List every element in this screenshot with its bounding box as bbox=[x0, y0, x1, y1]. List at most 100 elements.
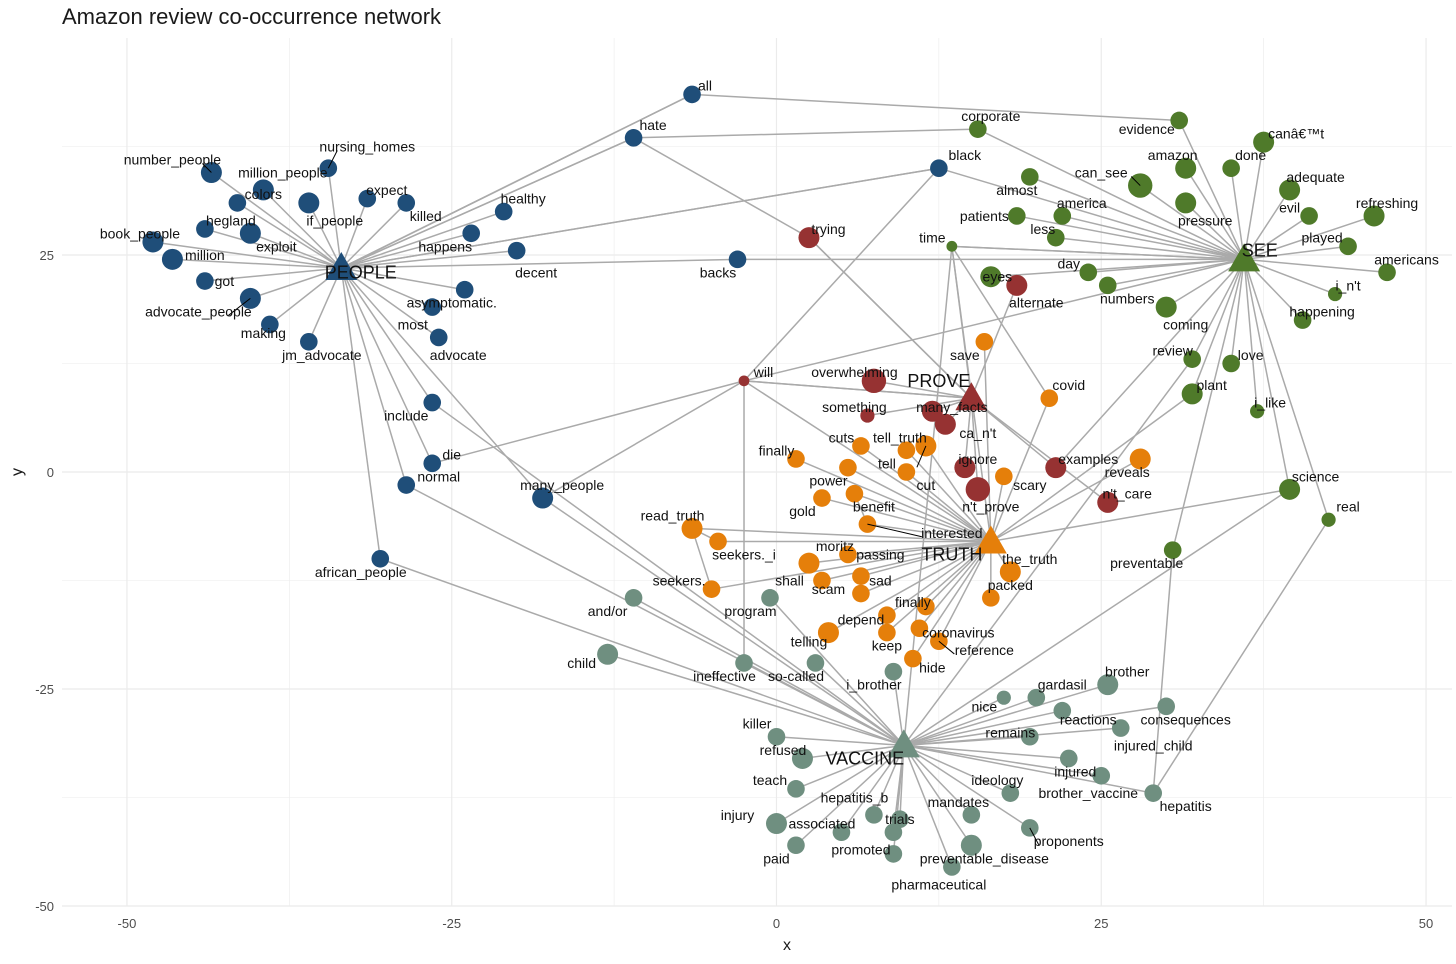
edge bbox=[776, 744, 905, 825]
node-label: killer bbox=[743, 716, 772, 732]
node-point bbox=[982, 589, 1000, 607]
node-point bbox=[196, 272, 214, 290]
node-point bbox=[1327, 286, 1343, 302]
node-point bbox=[1001, 784, 1020, 802]
edge bbox=[1185, 202, 1245, 260]
edge bbox=[808, 540, 991, 564]
edge bbox=[918, 540, 992, 629]
node-label: hegland bbox=[206, 212, 256, 228]
node-point bbox=[681, 517, 703, 539]
edge bbox=[1107, 258, 1245, 287]
edge bbox=[814, 662, 905, 746]
edge bbox=[1243, 215, 1375, 261]
node-label: something bbox=[822, 399, 887, 415]
node-point bbox=[943, 858, 961, 876]
x-tick-label: 0 bbox=[773, 916, 780, 931]
node-point bbox=[1111, 719, 1130, 737]
node-point bbox=[787, 836, 805, 855]
node-point bbox=[1092, 767, 1111, 785]
node-point bbox=[1378, 263, 1396, 282]
node-point bbox=[878, 623, 896, 642]
edge bbox=[308, 267, 342, 343]
edge bbox=[951, 245, 1245, 261]
edge bbox=[340, 202, 407, 269]
edge bbox=[250, 232, 342, 269]
node-point bbox=[917, 597, 935, 616]
edge bbox=[905, 471, 992, 543]
edge bbox=[340, 267, 382, 559]
node-point bbox=[897, 441, 916, 460]
edge bbox=[542, 380, 745, 499]
edge bbox=[341, 267, 433, 308]
node-point bbox=[371, 550, 390, 568]
node-label: i_brother bbox=[846, 677, 902, 693]
edge bbox=[1152, 519, 1330, 794]
edge bbox=[938, 167, 1245, 261]
edge bbox=[1055, 236, 1245, 261]
node-label: played bbox=[1301, 230, 1342, 246]
node-label: advocate bbox=[430, 347, 487, 363]
node-point bbox=[1279, 179, 1301, 201]
edge bbox=[308, 202, 342, 269]
edge bbox=[886, 540, 992, 634]
edge bbox=[854, 492, 992, 543]
node-point bbox=[142, 231, 164, 253]
node-point bbox=[196, 220, 214, 238]
node-label: consequences bbox=[1141, 711, 1231, 727]
node-point bbox=[891, 810, 909, 828]
node-point bbox=[897, 463, 916, 481]
node-point bbox=[1155, 296, 1177, 318]
node-label: numbers bbox=[1100, 290, 1154, 306]
edge bbox=[1243, 258, 1336, 295]
edge bbox=[905, 449, 992, 542]
node-label: pharmaceutical bbox=[891, 876, 986, 892]
node-label: less bbox=[1030, 221, 1055, 237]
node-label: coronavirus bbox=[922, 625, 994, 641]
node-point bbox=[1300, 207, 1318, 225]
edge bbox=[990, 458, 1141, 543]
node-label: brother bbox=[1105, 664, 1150, 680]
node-label: ideology bbox=[971, 772, 1023, 788]
label-leader bbox=[202, 163, 212, 173]
edge bbox=[1139, 184, 1245, 260]
node-label: ineffective bbox=[693, 668, 756, 684]
node-label: hate bbox=[639, 117, 666, 133]
node-label: happens bbox=[418, 238, 472, 254]
node-label: day bbox=[1057, 256, 1080, 272]
edge bbox=[380, 558, 905, 747]
node-point bbox=[161, 248, 183, 270]
node-point bbox=[423, 393, 442, 412]
node-label: ca_n't bbox=[959, 425, 996, 441]
edge bbox=[903, 744, 1102, 777]
hub-triangle bbox=[325, 252, 358, 281]
node-label: include bbox=[384, 408, 429, 424]
node-point bbox=[1021, 168, 1039, 186]
edge bbox=[692, 93, 1180, 122]
node-label: brother_vaccine bbox=[1038, 785, 1138, 801]
node-label: hepatitis bbox=[1160, 798, 1212, 814]
node-point bbox=[946, 240, 958, 252]
edge bbox=[903, 696, 1037, 747]
node-label: passing bbox=[856, 546, 904, 562]
edge bbox=[1191, 259, 1245, 395]
edge bbox=[847, 466, 992, 543]
edge bbox=[886, 540, 992, 616]
node-label: overwhelming bbox=[811, 364, 897, 380]
node-point bbox=[852, 584, 870, 603]
node-point bbox=[532, 487, 554, 509]
node-label: packed bbox=[988, 577, 1033, 593]
node-label: backs bbox=[700, 264, 737, 280]
node-label: done bbox=[1235, 147, 1266, 163]
node-point bbox=[1250, 404, 1265, 419]
node-point bbox=[1175, 157, 1197, 179]
edge bbox=[340, 267, 433, 464]
node-point bbox=[861, 368, 887, 394]
node-label: evidence bbox=[1119, 121, 1175, 137]
edge bbox=[341, 210, 504, 269]
node-label: die bbox=[442, 447, 461, 463]
node-point bbox=[397, 194, 416, 212]
edge bbox=[431, 401, 905, 747]
edge bbox=[867, 397, 972, 417]
edge bbox=[802, 744, 904, 760]
